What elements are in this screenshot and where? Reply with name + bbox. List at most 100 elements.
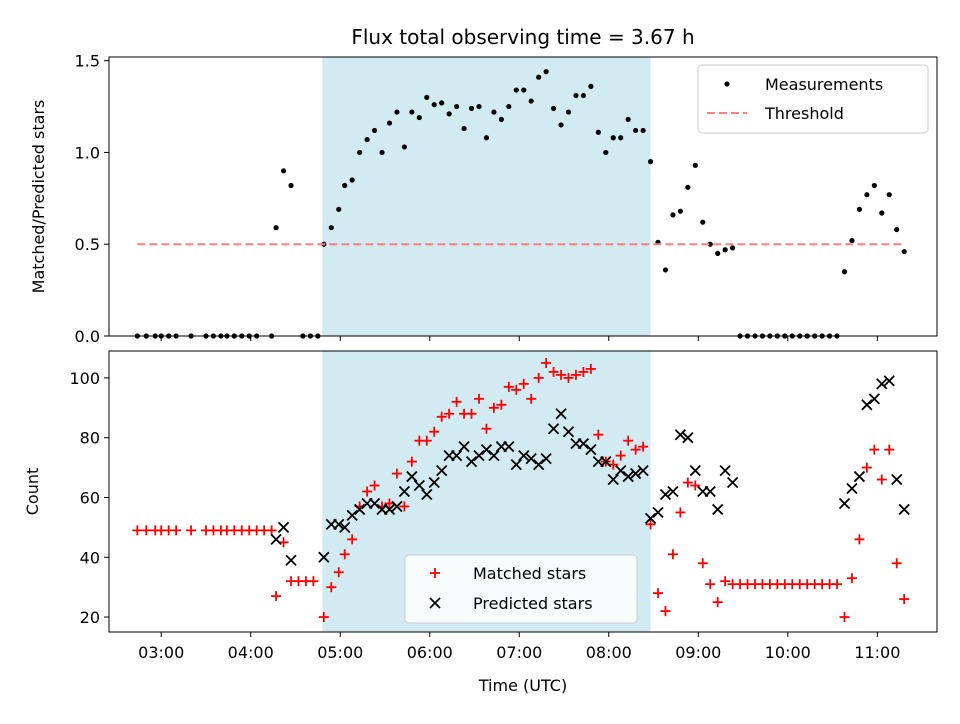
matched-stars-point xyxy=(488,402,499,413)
predicted-stars-point xyxy=(540,452,552,465)
measurement-point xyxy=(513,87,519,93)
matched-stars-point xyxy=(326,582,337,593)
matched-stars-point xyxy=(645,519,656,530)
predicted-stars-point xyxy=(318,551,330,563)
measurement-point xyxy=(386,120,393,126)
matched-stars-point xyxy=(682,477,693,488)
measurement-point xyxy=(640,127,646,134)
matched-stars-point xyxy=(526,393,537,404)
measurement-point xyxy=(357,149,363,156)
predicted-stars-point xyxy=(667,485,679,498)
predicted-stars-point xyxy=(421,488,433,501)
predicted-stars-point xyxy=(644,512,657,525)
matched-stars-point xyxy=(533,372,544,383)
matched-stars-point xyxy=(391,468,402,479)
predicted-stars-point xyxy=(726,476,739,489)
predicted-stars-point xyxy=(480,444,493,456)
measurement-point xyxy=(336,206,342,212)
measurement-point xyxy=(468,105,475,111)
measurement-point xyxy=(349,177,355,183)
measurement-point xyxy=(662,267,669,273)
predicted-stars-point xyxy=(674,429,687,441)
observing-window-span xyxy=(322,57,651,336)
measurement-point xyxy=(280,168,287,174)
predicted-stars-point xyxy=(659,488,672,501)
x-tick-label: 10:00 xyxy=(765,643,811,662)
matched-stars-point xyxy=(585,363,596,374)
counts-legend-box xyxy=(404,554,638,624)
x-tick-label: 09:00 xyxy=(675,643,721,662)
measurement-point xyxy=(595,129,601,135)
predicted-stars-point xyxy=(637,464,649,477)
measurement-point xyxy=(864,192,870,198)
predicted-stars-point xyxy=(846,482,858,495)
measurement-point xyxy=(685,184,691,190)
chart-title: Flux total observing time = 3.67 h xyxy=(351,25,694,49)
measurement-point xyxy=(483,135,490,141)
predicted-stars-point xyxy=(585,444,597,456)
predicted-stars-point xyxy=(704,485,716,498)
matched-stars-point xyxy=(496,399,507,410)
measurement-point xyxy=(342,182,348,189)
x-tick-label: 03:00 xyxy=(138,643,184,662)
matched-stars-point xyxy=(406,456,417,467)
measurement-point xyxy=(856,206,863,212)
predicted-stars-point xyxy=(406,470,418,483)
matched-stars-point xyxy=(308,576,319,587)
matched-stars-point xyxy=(451,396,462,407)
measurement-point xyxy=(328,225,334,231)
measurement-point xyxy=(633,127,639,134)
matched-stars-point xyxy=(570,369,581,380)
matched-stars-point xyxy=(653,588,664,599)
measurement-point xyxy=(722,247,728,253)
y-tick-label: 1.5 xyxy=(75,52,100,71)
measurement-point xyxy=(424,94,430,100)
predicted-stars-point xyxy=(719,464,731,477)
matched-stars-point xyxy=(362,486,373,497)
legend-label-predicted-stars: Predicted stars xyxy=(473,594,593,613)
matched-stars-point xyxy=(481,423,492,434)
predicted-stars-point xyxy=(547,423,560,435)
predicted-stars-point xyxy=(525,452,537,465)
measurement-point xyxy=(401,144,407,150)
predicted-stars-point xyxy=(577,438,590,450)
matched-stars-point xyxy=(503,381,514,392)
predicted-stars-point xyxy=(383,503,396,516)
matched-stars-point xyxy=(675,507,686,518)
matched-stars-point xyxy=(869,444,880,455)
matched-stars-point xyxy=(266,525,277,536)
measurement-point xyxy=(715,250,721,257)
matched-stars-point xyxy=(518,378,529,389)
counts-x-axis: 03:00 04:00 05:00 06:00 07:00 08:00 09:00 10:00… xyxy=(138,632,900,662)
measurement-point xyxy=(543,69,549,75)
measurement-point xyxy=(573,92,579,99)
predicted-stars-point xyxy=(853,470,866,483)
matched-stars-point xyxy=(141,525,152,536)
measurements-panel: 0.0 0.5 1.0 1.5 Flux total observing time =… xyxy=(29,25,938,346)
predicted-stars-point xyxy=(712,503,724,516)
measurement-point xyxy=(901,248,907,255)
legend-marker-measurements xyxy=(724,81,730,87)
predicted-stars-series xyxy=(270,375,910,566)
matched-stars-point xyxy=(318,612,329,623)
measurement-point xyxy=(580,92,587,99)
matched-stars-point xyxy=(421,435,432,446)
matched-stars-point xyxy=(891,558,902,569)
predicted-stars-point xyxy=(413,479,425,492)
predicted-stars-point xyxy=(883,375,895,387)
measurement-point xyxy=(491,109,497,115)
matched-stars-point xyxy=(623,435,634,446)
measurement-point xyxy=(364,136,370,143)
matched-stars-point xyxy=(399,501,410,512)
matched-stars-point xyxy=(271,591,282,602)
counts-y-axis: 20 40 60 80 100 xyxy=(69,369,109,627)
measurements-y-axis: 0.0 0.5 1.0 1.5 xyxy=(75,52,109,346)
measurements-plot-frame xyxy=(108,56,938,337)
matched-stars-point xyxy=(429,426,440,437)
predicted-stars-point xyxy=(898,503,910,516)
measurements-y-axis-label: Matched/Predicted stars xyxy=(29,100,48,294)
measurement-point xyxy=(394,109,400,115)
predicted-stars-point xyxy=(689,464,701,477)
x-tick-label: 05:00 xyxy=(317,643,363,662)
legend-plus-marker xyxy=(430,568,440,578)
